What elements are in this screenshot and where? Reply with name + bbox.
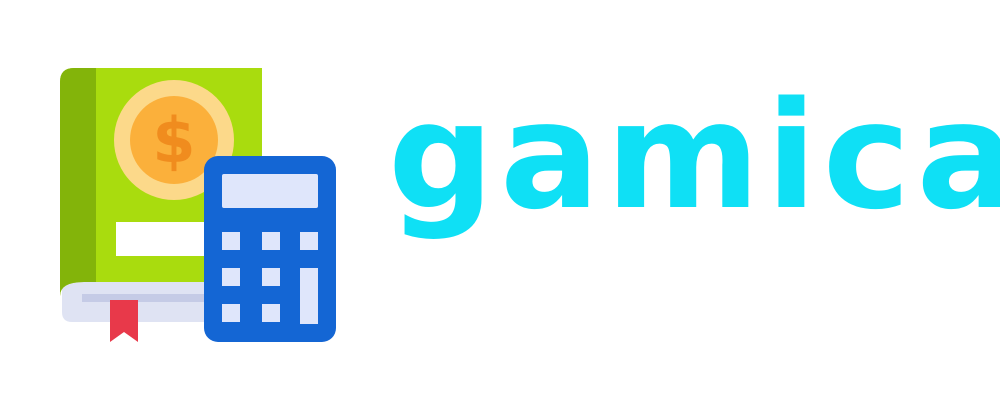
coin-symbol: $ xyxy=(152,104,195,177)
calculator-key xyxy=(222,304,240,322)
calculator-icon xyxy=(204,156,336,342)
calculator-key xyxy=(262,232,280,250)
calculator-key xyxy=(300,232,318,250)
calculator-key xyxy=(262,304,280,322)
calculator-key-tall xyxy=(300,268,318,324)
book-page-line xyxy=(82,294,206,302)
coin-inner xyxy=(130,96,218,184)
brand-name: gamica xyxy=(388,70,1000,242)
calculator-screen xyxy=(222,174,318,208)
calculator-key xyxy=(262,268,280,286)
calculator-key xyxy=(222,232,240,250)
calculator-key xyxy=(222,268,240,286)
book-label xyxy=(116,222,206,256)
book-spine xyxy=(60,68,96,296)
bookmark-ribbon-icon xyxy=(110,300,138,342)
